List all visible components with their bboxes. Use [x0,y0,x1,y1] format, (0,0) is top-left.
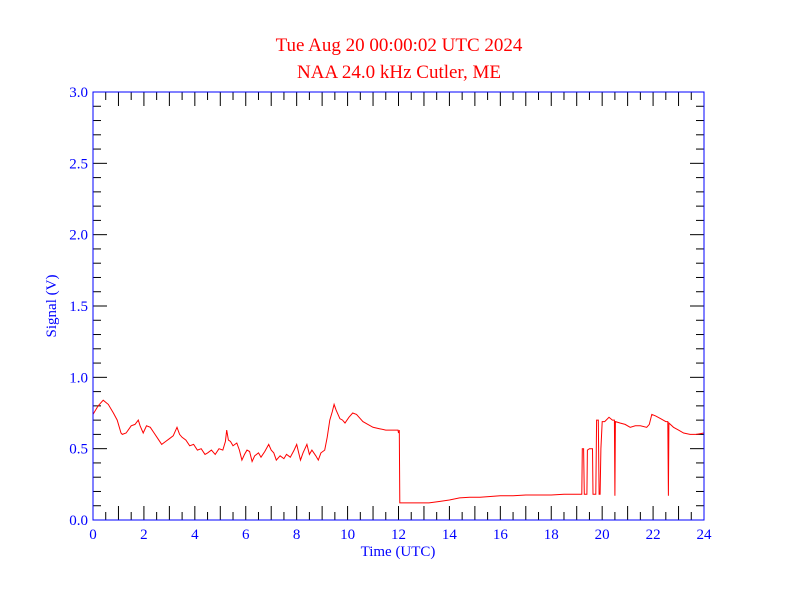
chart-title: Tue Aug 20 00:00:02 UTC 2024 [276,35,523,56]
x-tick-label: 10 [340,527,355,543]
chart-subtitle: NAA 24.0 kHz Cutler, ME [297,62,501,83]
y-axis-label: Signal (V) [44,275,60,338]
axis-ticks [92,91,705,521]
x-tick-label: 12 [391,527,406,543]
signal-series-line [92,399,705,504]
y-tick-label: 2.5 [69,156,88,172]
y-tick-label: 0.5 [69,442,88,458]
x-tick-label: 4 [191,527,199,543]
x-tick-label: 16 [493,527,509,543]
y-tick-label: 1.0 [69,370,88,386]
x-tick-label: 20 [595,527,610,543]
x-axis-label: Time (UTC) [361,544,436,560]
plot-frame [92,91,705,521]
y-tick-label: 0.0 [69,513,88,529]
x-tick-label: 24 [697,527,713,543]
x-tick-label: 18 [544,527,559,543]
tick-labels: 0 2 4 6 8 10 12 14 16 18 20 22 240.00.51.01.52.02.53… [69,85,712,543]
x-tick-label: 14 [442,527,458,543]
x-tick-label: 6 [242,527,250,543]
x-tick-label: 8 [293,527,301,543]
y-tick-label: 2.0 [69,228,88,244]
y-tick-label: 3.0 [69,85,88,101]
x-tick-label: 2 [140,527,148,543]
y-tick-label: 1.5 [69,299,88,315]
x-tick-label: 0 [89,527,97,543]
x-tick-label: 22 [646,527,661,543]
